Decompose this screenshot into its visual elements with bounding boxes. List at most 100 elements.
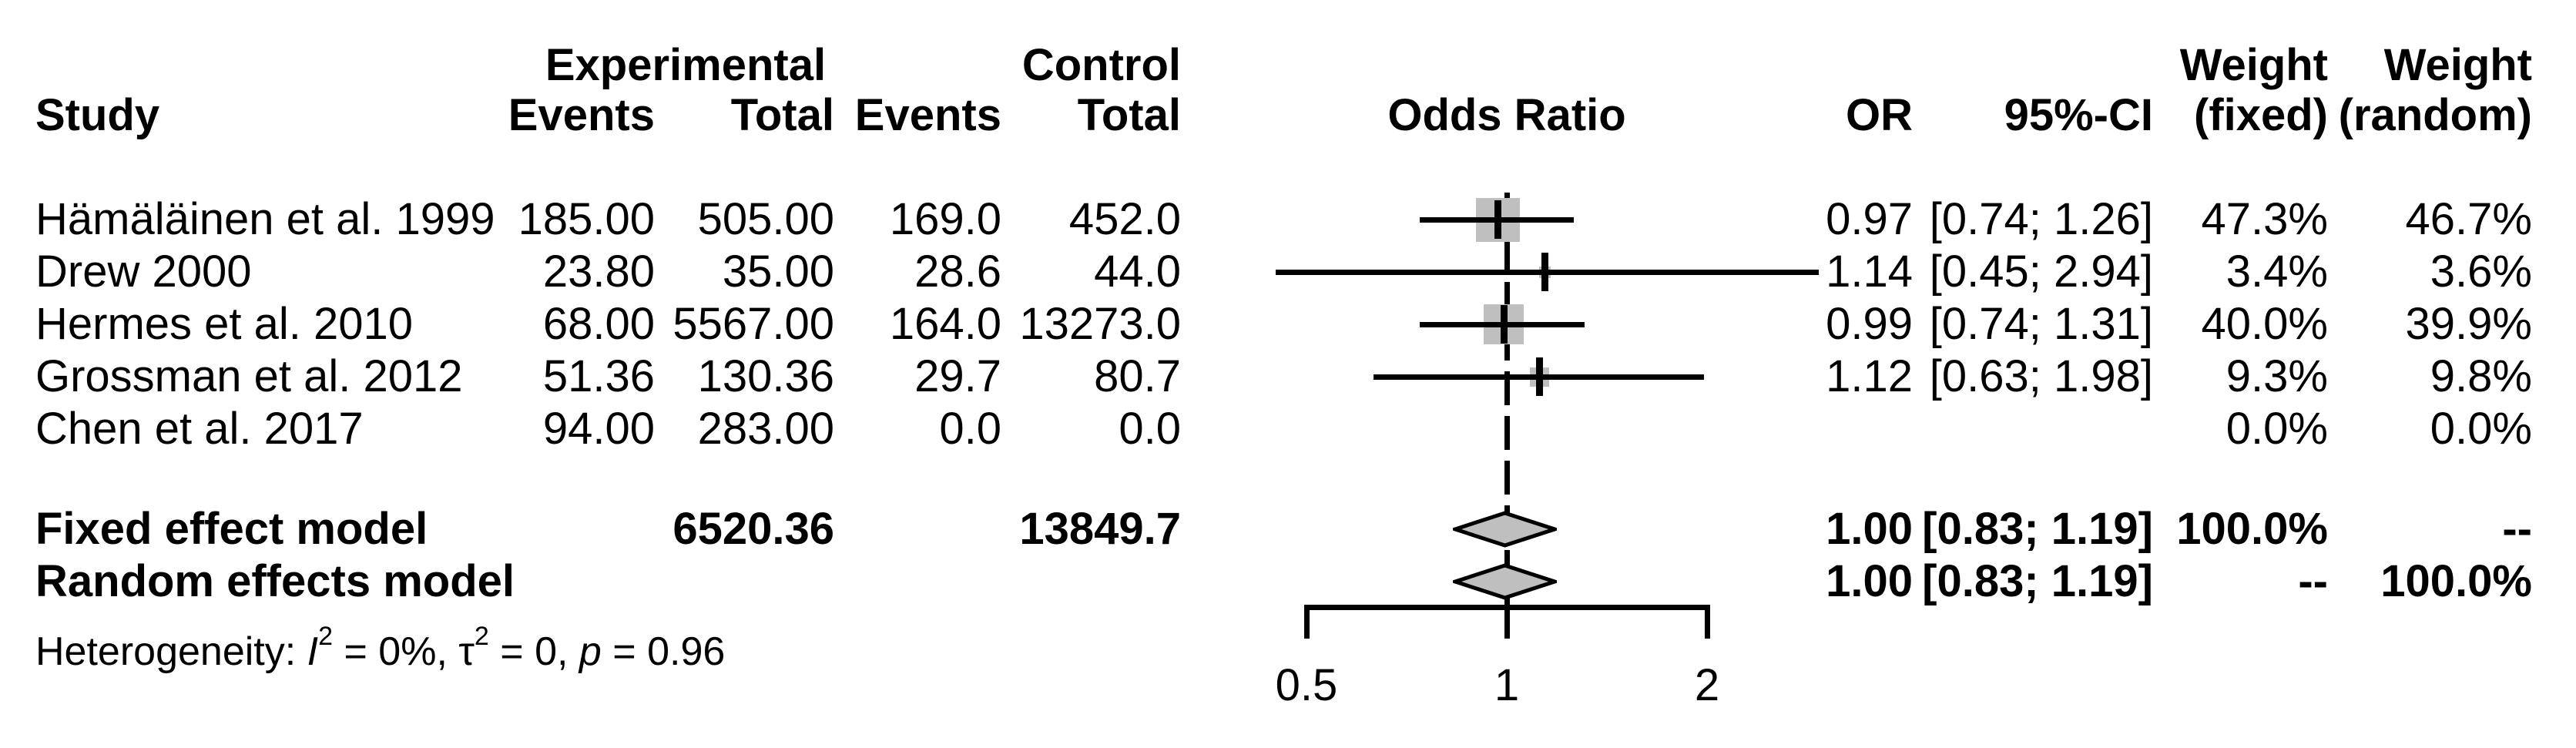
study-name: Chen et al. 2017: [35, 404, 364, 454]
study-name: Grossman et al. 2012: [35, 351, 463, 401]
ctrl-events-value: 29.7: [914, 351, 1001, 401]
ctrl-events-value: 0.0: [939, 404, 1001, 454]
header-odds-ratio: Odds Ratio: [1387, 90, 1626, 140]
study-row: Hermes et al. 2010 68.00 5567.00 164.0 1…: [0, 298, 2576, 351]
het-tau-symbol: τ: [458, 629, 475, 674]
exp-events-value: 68.00: [542, 299, 655, 349]
random-effects-label: Random effects model: [35, 556, 515, 606]
het-i-symbol: I: [307, 629, 319, 674]
axis-tick: [1704, 605, 1710, 639]
header-exp-events: Events: [508, 90, 655, 140]
heterogeneity-row: Heterogeneity: I2 = 0%, τ2 = 0, p = 0.96: [0, 610, 2576, 674]
or-value: 0.99: [1826, 299, 1913, 349]
exp-total-value: 130.36: [697, 351, 834, 401]
axis-tick-label: 1: [1494, 660, 1520, 710]
header-exp-total: Total: [730, 90, 834, 140]
study-row: Hämäläinen et al. 1999 185.00 505.00 169…: [0, 193, 2576, 246]
het-tau-sup: 2: [474, 622, 489, 651]
weight-random-value: 39.9%: [2405, 299, 2532, 349]
exp-events-value: 94.00: [542, 404, 655, 454]
ctrl-total-value: 80.7: [1094, 351, 1181, 401]
fixed-effect-row: Fixed effect model 6520.36 13849.7 1.00 …: [0, 503, 2576, 555]
weight-random-value: 46.7%: [2405, 194, 2532, 244]
study-name: Hämäläinen et al. 1999: [35, 194, 495, 244]
weight-fixed-value: 100.0%: [2176, 504, 2328, 554]
weight-random-value: 9.8%: [2430, 351, 2532, 401]
axis-tick: [1303, 605, 1310, 639]
ctrl-total-value: 452.0: [1068, 194, 1181, 244]
header-weight-fixed-top: Weight: [2179, 40, 2328, 90]
forest-point-tick: [1536, 357, 1543, 396]
ci-value: [0.83; 1.19]: [1922, 556, 2153, 606]
header-weight-fixed-bottom: (fixed): [2194, 90, 2328, 140]
exp-events-value: 23.80: [542, 247, 655, 297]
het-seg3: = 0.96: [601, 629, 726, 674]
header-ctrl-total: Total: [1077, 90, 1181, 140]
axis-tick-label: 0.5: [1275, 660, 1338, 710]
weight-fixed-value: 47.3%: [2201, 194, 2328, 244]
exp-total-value: 505.00: [697, 194, 834, 244]
weight-fixed-value: 9.3%: [2225, 351, 2328, 401]
fixed-effect-label: Fixed effect model: [35, 504, 428, 554]
ctrl-total-value: 13273.0: [1019, 299, 1181, 349]
random-effects-row: Random effects model 1.00 [0.83; 1.19] -…: [0, 555, 2576, 608]
header-study: Study: [35, 90, 160, 140]
weight-random-value: 0.0%: [2430, 404, 2532, 454]
study-row: Grossman et al. 2012 51.36 130.36 29.7 8…: [0, 351, 2576, 403]
or-value: 1.00: [1826, 504, 1913, 554]
ctrl-total-value: 0.0: [1119, 404, 1181, 454]
het-i-sup: 2: [318, 622, 334, 651]
ci-value: [0.83; 1.19]: [1922, 504, 2153, 554]
header-or: OR: [1846, 90, 1913, 140]
exp-total-sum: 6520.36: [673, 504, 834, 554]
study-name: Drew 2000: [35, 247, 252, 297]
exp-total-value: 35.00: [722, 247, 834, 297]
weight-fixed-value: 40.0%: [2201, 299, 2328, 349]
exp-total-value: 283.00: [697, 404, 834, 454]
reference-line: [1504, 193, 1510, 605]
het-seg2: = 0,: [488, 629, 579, 674]
weight-fixed-value: 3.4%: [2225, 247, 2328, 297]
exp-events-value: 51.36: [542, 351, 655, 401]
weight-fixed-value: --: [2298, 556, 2328, 606]
header-weight-random-top: Weight: [2383, 40, 2532, 90]
ctrl-total-sum: 13849.7: [1019, 504, 1181, 554]
ci-value: [0.74; 1.26]: [1929, 194, 2153, 244]
or-value: 1.12: [1826, 351, 1913, 401]
axis-tick: [1504, 605, 1510, 639]
axis-tick-label: 2: [1694, 660, 1720, 710]
ctrl-events-value: 169.0: [889, 194, 1001, 244]
ci-value: [0.63; 1.98]: [1929, 351, 2153, 401]
forest-point-tick: [1500, 305, 1508, 344]
exp-total-value: 5567.00: [673, 299, 834, 349]
heterogeneity-note: Heterogeneity: I2 = 0%, τ2 = 0, p = 0.96: [35, 610, 729, 674]
het-p-symbol: p: [579, 629, 602, 674]
ctrl-total-value: 44.0: [1094, 247, 1181, 297]
header-experimental-group: Experimental: [545, 40, 827, 90]
het-prefix: Heterogeneity:: [35, 629, 307, 674]
study-row: Chen et al. 2017 94.00 283.00 0.0 0.0 0.…: [0, 403, 2576, 455]
header-weight-random-bottom: (random): [2338, 90, 2532, 140]
or-value: 1.14: [1826, 247, 1913, 297]
header-control-group: Control: [1021, 40, 1181, 90]
weight-random-value: 100.0%: [2380, 556, 2532, 606]
exp-events-value: 185.00: [518, 194, 655, 244]
ci-value: [0.45; 2.94]: [1929, 247, 2153, 297]
ci-value: [0.74; 1.31]: [1929, 299, 2153, 349]
study-row: Drew 2000 23.80 35.00 28.6 44.0 1.14 [0.…: [0, 246, 2576, 298]
forest-point-tick: [1541, 253, 1548, 291]
summary-diamond-fixed: [1449, 511, 1561, 548]
header-ctrl-events: Events: [854, 90, 1001, 140]
header-columns-row: Study Events Total Events Total Odds Rat…: [0, 89, 2576, 142]
ctrl-events-value: 28.6: [914, 247, 1001, 297]
header-group-row: Experimental Control Weight Weight: [0, 39, 2576, 92]
or-value: 1.00: [1826, 556, 1913, 606]
ctrl-events-value: 164.0: [889, 299, 1001, 349]
or-value: 0.97: [1826, 194, 1913, 244]
weight-random-value: 3.6%: [2430, 247, 2532, 297]
summary-diamond-random: [1449, 563, 1561, 600]
weight-random-value: --: [2502, 504, 2532, 554]
weight-fixed-value: 0.0%: [2225, 404, 2328, 454]
het-seg1: = 0%,: [333, 629, 459, 674]
